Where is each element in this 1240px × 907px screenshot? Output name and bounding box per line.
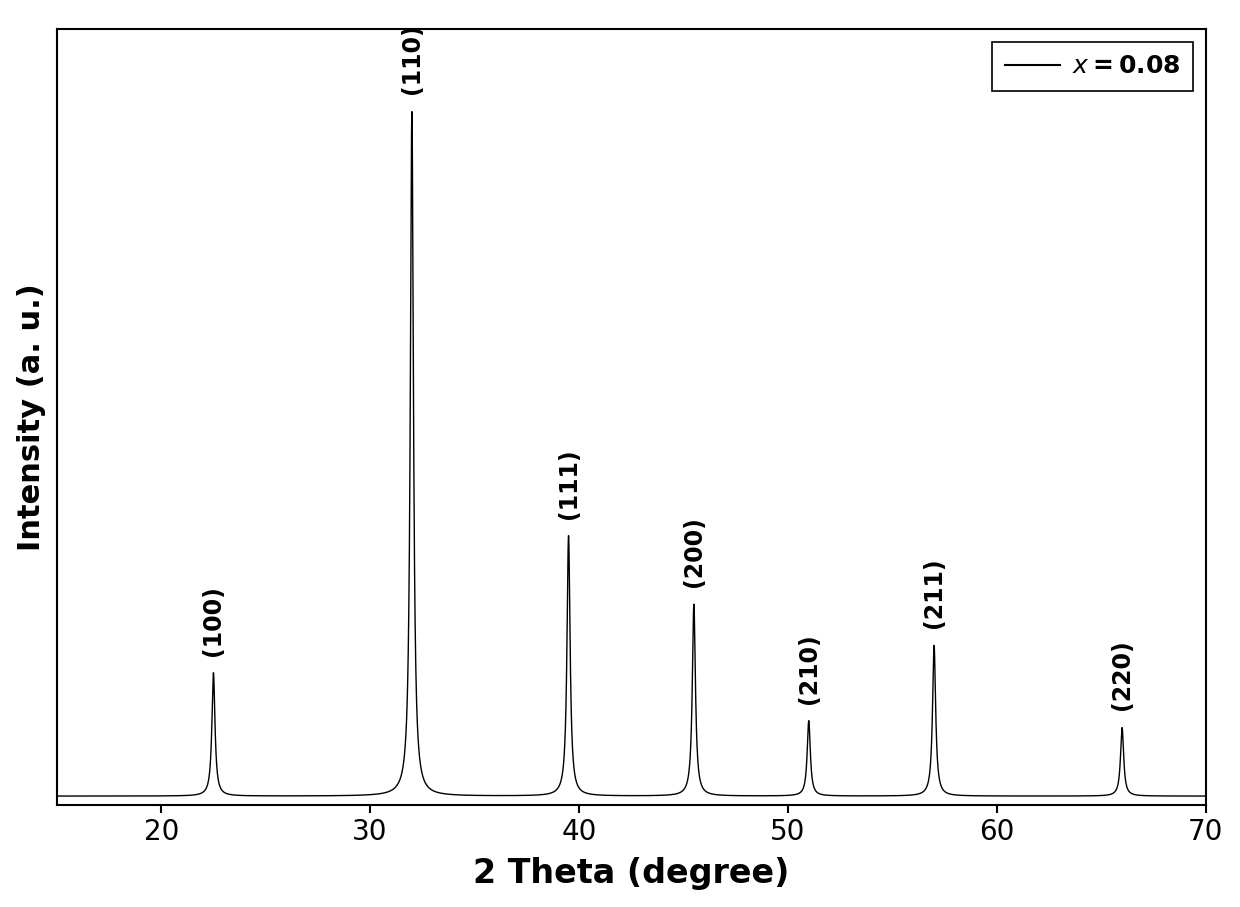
Text: (110): (110)	[399, 23, 424, 93]
Text: (111): (111)	[557, 448, 580, 519]
Text: (210): (210)	[797, 633, 821, 704]
Text: (200): (200)	[682, 516, 706, 587]
X-axis label: 2 Theta (degree): 2 Theta (degree)	[472, 857, 790, 891]
Legend: $\it{x}$$\bf{=0.08}$: $\it{x}$$\bf{=0.08}$	[992, 42, 1193, 91]
Text: (100): (100)	[201, 585, 226, 656]
Text: (220): (220)	[1110, 639, 1135, 710]
Y-axis label: Intensity (a. u.): Intensity (a. u.)	[16, 283, 46, 551]
Text: (211): (211)	[923, 558, 946, 629]
